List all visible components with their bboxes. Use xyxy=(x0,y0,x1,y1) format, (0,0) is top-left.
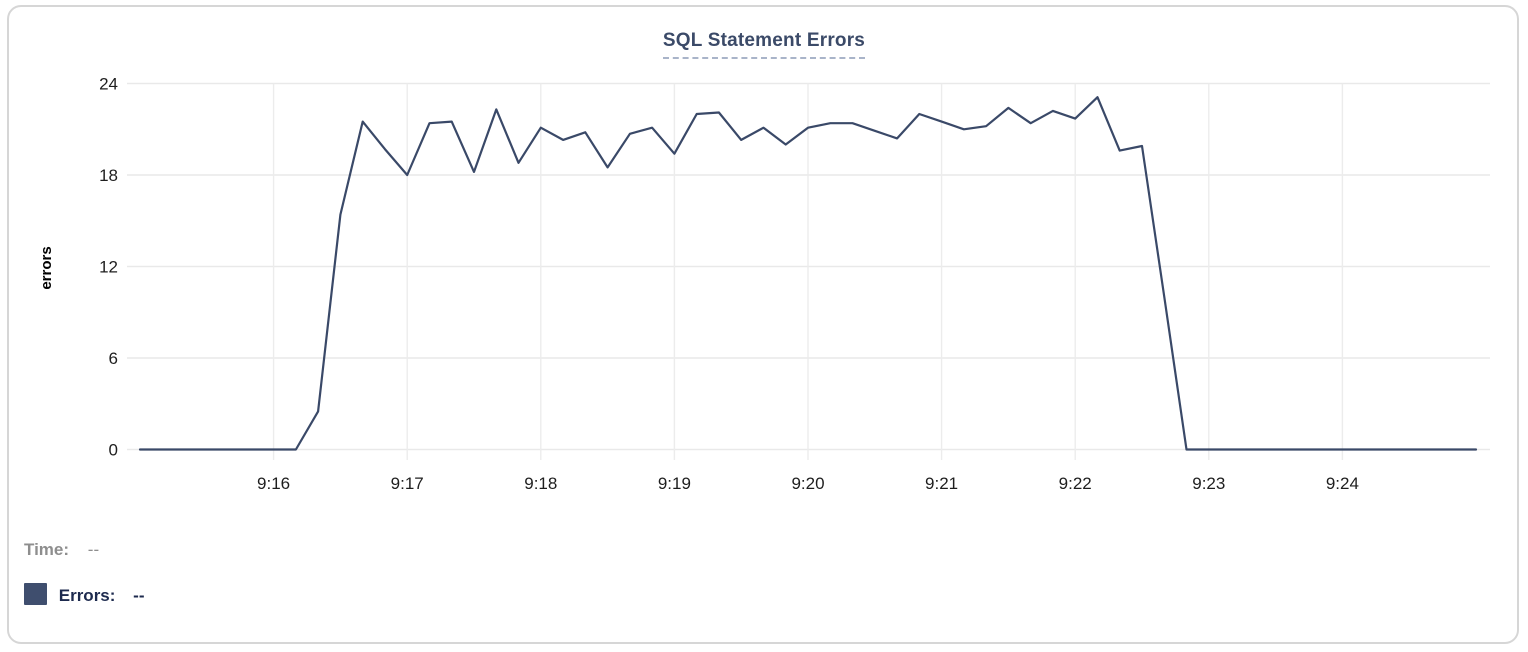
errors-line-chart-plot-area[interactable]: 0 6 12 18 24 9:16 9:17 9:18 9:19 9:20 9:21 9:22 9:2… xyxy=(0,0,1528,512)
y-tick-label: 12 xyxy=(99,258,118,277)
errors-label: Errors: xyxy=(58,586,116,605)
chart-header: SQL Statement Errors xyxy=(0,30,1528,59)
y-tick-label: 18 xyxy=(99,166,118,185)
x-axis-tick-labels: 9:16 9:17 9:18 9:19 9:20 9:21 9:22 9:23 9:24 xyxy=(257,474,1359,493)
time-value: -- xyxy=(87,540,100,559)
errors-series-line xyxy=(138,96,1478,451)
x-tick-label: 9:23 xyxy=(1192,474,1225,493)
errors-value: -- xyxy=(133,586,145,605)
y-tick-label: 6 xyxy=(109,349,118,368)
x-tick-label: 9:18 xyxy=(524,474,557,493)
x-tick-label: 9:22 xyxy=(1059,474,1092,493)
y-tick-label: 0 xyxy=(109,441,118,460)
y-axis-tick-labels: 0 6 12 18 24 xyxy=(99,75,118,460)
x-tick-label: 9:17 xyxy=(391,474,424,493)
x-tick-label: 9:19 xyxy=(658,474,691,493)
hover-readout-time: Time: -- xyxy=(24,540,99,560)
chart-card xyxy=(7,5,1519,644)
x-tick-label: 9:21 xyxy=(925,474,958,493)
x-tick-label: 9:24 xyxy=(1326,474,1359,493)
x-tick-label: 9:16 xyxy=(257,474,290,493)
y-tick-label: 24 xyxy=(99,75,118,94)
y-axis-title: errors xyxy=(38,246,55,289)
legend-item-errors[interactable]: Errors: -- xyxy=(24,583,144,606)
chart-title[interactable]: SQL Statement Errors xyxy=(662,30,866,59)
time-label: Time: xyxy=(24,540,70,559)
vertical-gridlines xyxy=(272,83,1344,460)
x-tick-label: 9:20 xyxy=(791,474,824,493)
errors-series-swatch xyxy=(24,583,47,605)
